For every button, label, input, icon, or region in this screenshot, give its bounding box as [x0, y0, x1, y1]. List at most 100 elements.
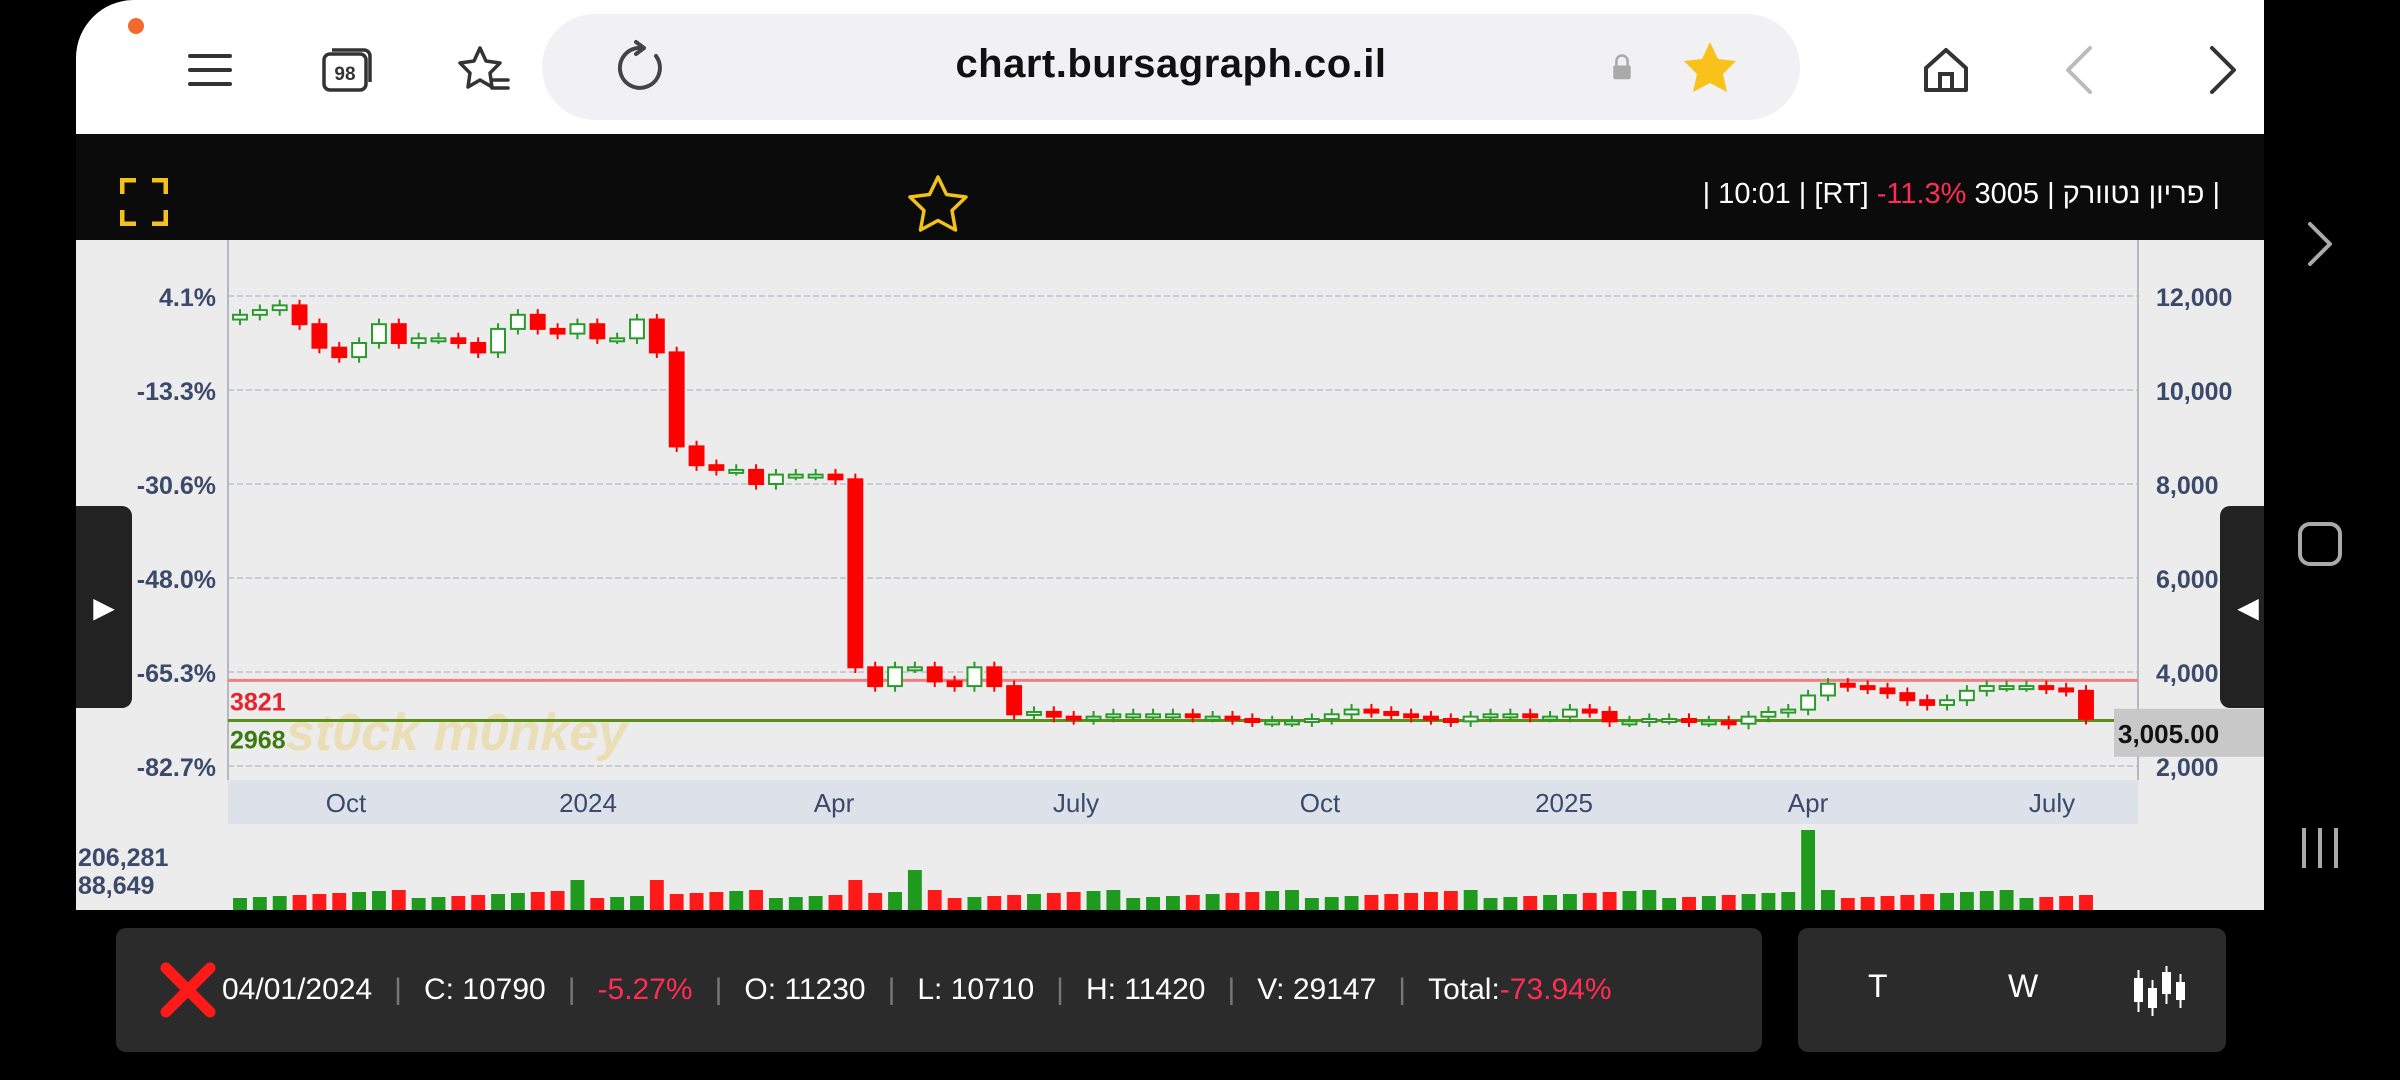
- volume-bar: [1840, 898, 1855, 910]
- volume-bar: [1364, 895, 1379, 910]
- candle-body: [887, 666, 903, 688]
- separator: |: [1056, 973, 1064, 1006]
- volume-bar: [2079, 895, 2093, 910]
- right-panel-toggle[interactable]: ◀: [2220, 506, 2264, 708]
- candle-body: [490, 327, 506, 354]
- candle-body: [609, 337, 626, 343]
- left-panel-toggle[interactable]: ▶: [76, 506, 132, 708]
- nav-home-icon[interactable]: [2296, 518, 2344, 570]
- home-icon[interactable]: [1906, 30, 1986, 110]
- volume-bar: [828, 895, 843, 910]
- volume-bar: [1761, 893, 1776, 910]
- volume-bar: [252, 897, 267, 910]
- volume-bar: [2039, 897, 2054, 910]
- volume-bar: [848, 880, 863, 910]
- period-w-button[interactable]: W: [2008, 968, 2039, 1004]
- candle-body: [2058, 687, 2075, 693]
- nav-forward-icon[interactable]: [2296, 214, 2344, 274]
- volume-bar: [1503, 897, 1518, 910]
- volume-bar: [1662, 898, 1677, 910]
- candle-body: [966, 666, 983, 688]
- volume-bar: [1106, 890, 1121, 910]
- volume-bar: [590, 898, 605, 910]
- volume-bar: [987, 896, 1002, 910]
- candle-body: [986, 666, 1003, 688]
- x-axis-label: Oct: [1300, 788, 1341, 818]
- candle-body: [1482, 713, 1499, 719]
- volume-bar: [1285, 890, 1299, 910]
- candlestick-icon[interactable]: [2130, 964, 2186, 1018]
- volume-bar: [1999, 890, 2014, 910]
- candle-body: [1740, 715, 1757, 725]
- candle-body: [1045, 710, 1062, 718]
- lock-icon[interactable]: [1582, 28, 1662, 108]
- info-close: C: 10790: [423, 973, 546, 1006]
- candle-body: [1899, 692, 1916, 702]
- volume-bar: [1384, 894, 1399, 910]
- nav-recents-icon[interactable]: [2296, 822, 2344, 874]
- forward-icon[interactable]: [2180, 30, 2260, 110]
- url-bar[interactable]: chart.bursagraph.co.il: [542, 14, 1800, 120]
- chart-header: | 10:01 | [RT] -11.3% פריון נטוורק | 300…: [76, 134, 2264, 240]
- favorite-star-icon[interactable]: [906, 174, 970, 236]
- candle-body: [311, 323, 328, 349]
- x-axis-label: Apr: [1788, 788, 1829, 818]
- info-date: 04/01/2024: [222, 973, 373, 1006]
- separator: |: [887, 973, 896, 1006]
- volume-bar: [1940, 893, 1955, 910]
- volume-bar: [1245, 892, 1260, 910]
- menu-icon[interactable]: [170, 30, 250, 110]
- info-change: -5.27%: [597, 973, 693, 1006]
- volume-bar: [1582, 893, 1597, 910]
- volume-bar: [768, 898, 783, 910]
- refresh-icon[interactable]: [602, 28, 682, 108]
- candle-body: [1224, 715, 1241, 721]
- close-icon[interactable]: [158, 960, 218, 1020]
- candle-body: [1939, 699, 1956, 706]
- bookmarks-icon[interactable]: [444, 30, 524, 110]
- candle-body: [728, 468, 745, 474]
- period-t-button[interactable]: T: [1868, 968, 1888, 1004]
- candle-body: [569, 323, 586, 335]
- plot-area: [228, 240, 2138, 780]
- star-icon[interactable]: [1670, 28, 1750, 108]
- candle-body: [1522, 713, 1539, 719]
- volume-bar: [967, 897, 982, 910]
- candle-body: [410, 337, 427, 345]
- separator: |: [567, 973, 576, 1006]
- chart-canvas[interactable]: 12,000 10,000 8,000 6,000 4,000 2,000 4.1% -13.…: [76, 240, 2264, 910]
- volume-bar: [947, 898, 962, 910]
- volume-bar: [1404, 893, 1419, 910]
- volume-bar: [1304, 898, 1319, 910]
- candle-body: [232, 313, 248, 321]
- right-axis-label: 12,000: [2156, 284, 2232, 312]
- ticker-info: | 10:01 | [RT] -11.3% פריון נטוורק | 300…: [1703, 178, 2220, 211]
- candle-body: [1383, 710, 1400, 716]
- tabs-icon[interactable]: 98: [306, 30, 386, 110]
- volume-bar: [1324, 897, 1339, 910]
- volume-bar: [1165, 896, 1180, 910]
- candle-body: [1502, 713, 1519, 719]
- price-chart[interactable]: 12,000 10,000 8,000 6,000 4,000 2,000 4.1% -13.…: [76, 240, 2264, 910]
- fullscreen-icon[interactable]: [120, 178, 168, 226]
- url-text[interactable]: chart.bursagraph.co.il: [955, 42, 1387, 86]
- x-axis-label: July: [1053, 788, 1099, 818]
- candle-body: [291, 304, 308, 326]
- volume-bar: [1801, 830, 1816, 910]
- candle-body: [787, 473, 804, 479]
- volume-bar: [630, 896, 644, 910]
- candle-body: [1839, 682, 1856, 688]
- candle-body: [926, 666, 943, 683]
- info-high: H: 11420: [1085, 973, 1206, 1006]
- volume-bar: [550, 891, 565, 910]
- volume-bar: [1562, 894, 1577, 910]
- volume-bar: [1443, 891, 1458, 910]
- x-axis-label: Oct: [326, 788, 367, 818]
- back-icon[interactable]: [2042, 30, 2122, 110]
- x-axis-label: July: [2029, 788, 2075, 818]
- volume-bar: [729, 891, 744, 910]
- candle-body: [1919, 699, 1936, 706]
- candle-body: [827, 473, 844, 481]
- separator: |: [1398, 973, 1407, 1006]
